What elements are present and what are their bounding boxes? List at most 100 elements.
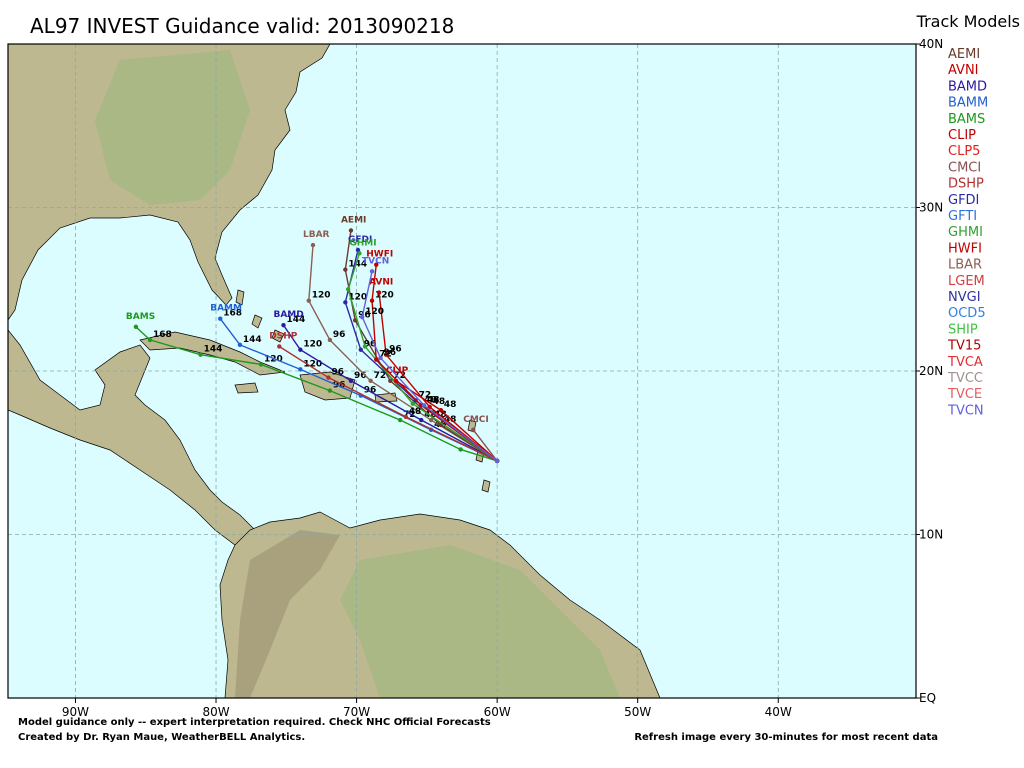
track-name: GFDI (348, 235, 372, 245)
legend-item: NVGI (948, 290, 981, 305)
cuba (139, 331, 286, 376)
y-tick-label: 30N (919, 201, 943, 215)
central-america (8, 329, 256, 546)
hour-label: 120 (264, 354, 283, 364)
y-tick-label: 10N (919, 528, 943, 542)
legend-item: TVCC (947, 371, 983, 386)
track-point (378, 355, 383, 361)
track-name: CMCI (463, 415, 489, 425)
hour-label: 96 (383, 348, 396, 358)
track-point (343, 267, 348, 272)
relief (95, 50, 250, 205)
legend-item: SHIP (948, 322, 978, 337)
track-line (278, 345, 498, 462)
track-name: LBAR (303, 230, 330, 240)
track-point (360, 314, 365, 320)
hour-label: 144 (348, 260, 367, 270)
legend-item: DSHP (948, 177, 984, 192)
track-point (133, 324, 139, 330)
track-point (306, 298, 311, 303)
track-point (369, 298, 375, 303)
track-point (428, 417, 434, 423)
hour-label: 96 (333, 330, 346, 340)
legend-item: GFTI (948, 209, 977, 224)
track-point (357, 251, 362, 256)
footer-refresh: Refresh image every 30-minutes for most … (634, 732, 938, 743)
track-line (308, 245, 498, 462)
track-point (368, 378, 373, 384)
hour-label: 48 (427, 395, 440, 405)
track-point (376, 290, 382, 295)
hour-label: 72 (403, 410, 416, 420)
axes: 90W 80W 70W 60W 50W 40W EQ 10N 20N 30N 40N (62, 37, 943, 719)
hour-label: 120 (303, 359, 322, 369)
track-point (343, 300, 348, 305)
footer-credit: Created by Dr. Ryan Maue, WeatherBELL An… (18, 732, 305, 743)
legend-item: BAMS (948, 112, 985, 127)
track-point (348, 378, 354, 384)
track-name: BAMS (126, 312, 155, 322)
hour-label: 72 (374, 371, 387, 381)
legend-item: HWFI (948, 241, 982, 256)
legend-item: CLP5 (948, 144, 980, 159)
bahamas (235, 289, 245, 306)
track-point (458, 447, 463, 452)
tracks: 7296120144168BAMS4896120144168BAMM489612… (126, 215, 500, 464)
hour-label: 72 (393, 371, 406, 381)
legend-item: TV15 (947, 339, 981, 354)
track-point (298, 347, 303, 352)
legend-item: AEMI (948, 47, 980, 62)
legend-title: Track Models (916, 12, 1020, 31)
track-name: GHMI (349, 238, 376, 248)
hour-label: 72 (419, 390, 432, 400)
hour-label: 96 (389, 345, 402, 355)
legend-item: BAMM (948, 96, 988, 111)
hour-label: 168 (153, 330, 172, 340)
track-point (410, 401, 416, 406)
track-name: BAMD (273, 310, 303, 320)
track-point (369, 269, 375, 274)
track-point (327, 388, 333, 393)
legend-item: BAMD (948, 79, 987, 94)
track-name: AVNI (369, 278, 393, 288)
track-point (494, 458, 500, 464)
hour-label: 120 (303, 340, 322, 350)
x-tick-label: 40W (765, 705, 792, 719)
track-point (419, 417, 424, 423)
bahamas (251, 314, 263, 329)
hour-label: 96 (364, 340, 377, 350)
legend-item: LBAR (948, 258, 982, 273)
hour-label: 120 (375, 291, 394, 301)
hour-label: 48 (433, 397, 446, 407)
hour-label: 168 (223, 309, 242, 319)
track-point (374, 262, 379, 267)
title: AL97 INVEST Guidance valid: 2013090218 (30, 14, 454, 38)
jamaica (234, 382, 259, 394)
track-line (472, 429, 498, 462)
track-point (277, 344, 282, 349)
track-point (358, 347, 363, 352)
track-point (310, 242, 316, 248)
legend-item: CMCI (948, 160, 981, 175)
legend-item: TVCE (947, 387, 982, 402)
track-name: BAMM (210, 304, 242, 314)
hour-label: 96 (354, 371, 367, 381)
track-point (471, 427, 476, 433)
legend-item: OCD5 (948, 306, 986, 321)
track-point (438, 408, 444, 413)
x-tick-label: 70W (343, 705, 370, 719)
track-name: HWFI (366, 250, 393, 260)
track-line (378, 292, 498, 462)
track-point (397, 417, 403, 423)
hour-label: 120 (348, 292, 367, 302)
x-tick-label: 50W (624, 705, 651, 719)
track-name: TVCN (362, 256, 389, 266)
x-tick-label: 80W (202, 705, 229, 719)
hour-label: 96 (358, 310, 371, 320)
track-point (393, 378, 399, 384)
track-point (383, 352, 389, 357)
hour-label: 48 (424, 395, 437, 405)
